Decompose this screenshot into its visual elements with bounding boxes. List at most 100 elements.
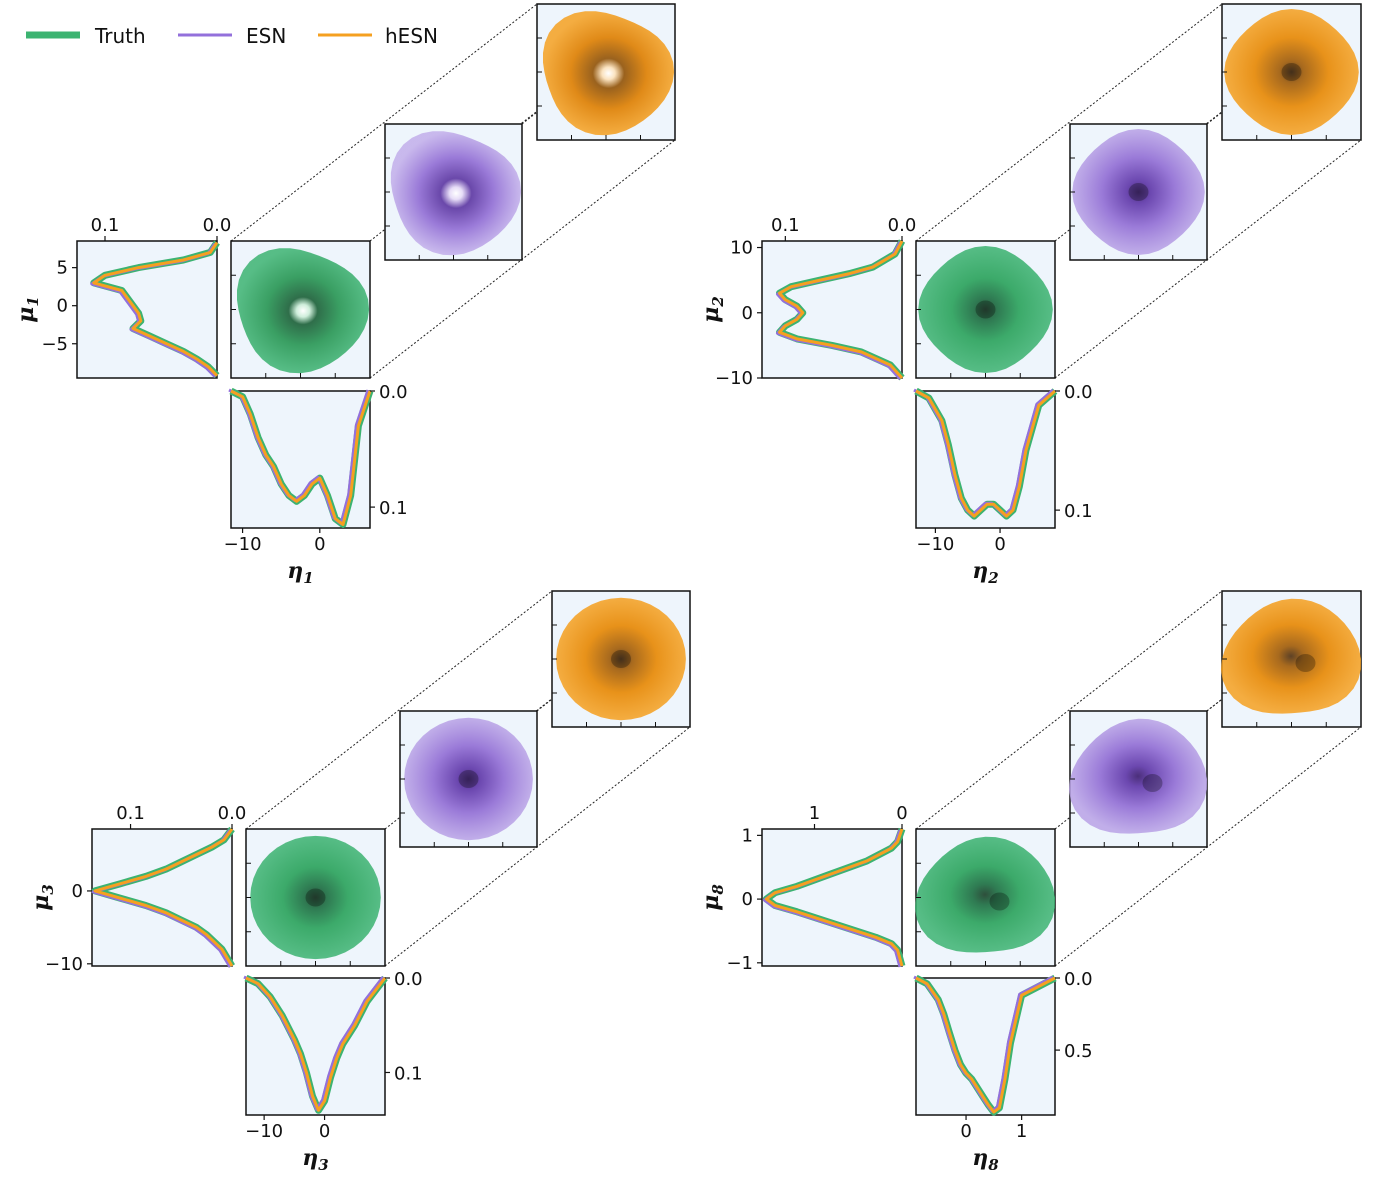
x-tick-label: −10 xyxy=(916,534,954,555)
y-tick-label: −10 xyxy=(45,954,83,975)
x-tick-label: 0 xyxy=(319,1121,330,1142)
left-hesn-line xyxy=(764,828,904,967)
y-tick-label: 0 xyxy=(742,889,753,910)
x-tick-label: −10 xyxy=(224,534,262,555)
y-axis-label-base: μ xyxy=(698,895,724,911)
connector-top-left xyxy=(230,3,538,242)
left-density-tick-label: 0.0 xyxy=(203,215,232,236)
x-axis-label-sub: 8 xyxy=(988,1156,999,1174)
legend-hesn-label: hESN xyxy=(385,24,438,48)
x-axis-label: η3 xyxy=(302,1145,328,1174)
x-axis-label-sub: 3 xyxy=(318,1156,328,1174)
truth-density-3-density-core xyxy=(305,888,326,907)
y-tick-label: 0 xyxy=(72,881,83,902)
x-axis-label: η2 xyxy=(972,558,998,587)
bottom-hesn-line xyxy=(915,976,1056,1114)
panel-2: 100−100.1 0.0μ2−10 00.00.1η2 xyxy=(698,3,1362,587)
left-density-tick-label: 0.1 xyxy=(91,215,120,236)
x-tick-label: 0 xyxy=(960,1121,971,1142)
left-hesn-line xyxy=(93,828,234,967)
y-tick-label: 0 xyxy=(742,303,753,324)
truth-density-2-density-core xyxy=(975,300,996,319)
esn-density-2-density xyxy=(1072,129,1205,255)
x-axis-label-base: η xyxy=(302,1145,318,1171)
x-tick-label: −10 xyxy=(245,1121,283,1142)
x-axis-label: η8 xyxy=(972,1145,999,1174)
y-tick-label: 0 xyxy=(57,296,68,317)
legend-esn-label: ESN xyxy=(246,24,286,48)
x-axis-label: η1 xyxy=(287,558,313,587)
hesn-density-2-density xyxy=(1224,9,1359,135)
y-axis-label: μ3 xyxy=(28,884,57,911)
panel-3: 0−100.1 0.0μ3−10 00.00.1η3 xyxy=(28,590,691,1174)
bottom-hesn-line xyxy=(915,389,1056,518)
x-axis-label-base: η xyxy=(972,1145,988,1171)
legend: Truth ESN hESN xyxy=(26,24,438,48)
y-axis-label-base: μ xyxy=(13,307,39,323)
esn-density-3-density xyxy=(404,717,533,841)
esn-density-2-density-core xyxy=(1128,183,1149,201)
y-axis-label-base: μ xyxy=(28,895,54,911)
y-axis-label-sub: 3 xyxy=(39,884,57,894)
bottom-density-tick-label: 0.0 xyxy=(379,382,408,403)
y-tick-label: 5 xyxy=(57,258,68,279)
panel-1: 50−50.1 0.0μ1−10 00.00.1η1 xyxy=(13,3,676,587)
esn-density-4-density-core xyxy=(1142,774,1163,792)
hesn-density-4-density-core xyxy=(1295,654,1316,672)
y-axis-label-sub: 8 xyxy=(709,884,727,895)
y-axis-label: μ2 xyxy=(698,296,727,323)
bottom-density-tick-label: 0.1 xyxy=(394,1063,423,1084)
bottom-density-tick-label: 0.0 xyxy=(394,969,423,990)
bottom-density-tick-label: 0.5 xyxy=(1064,1041,1093,1062)
y-axis-label-sub: 1 xyxy=(24,296,42,306)
left-density-tick-label: 1 xyxy=(809,803,820,824)
hesn-density-3-density xyxy=(556,597,686,721)
esn-density-3-density-core xyxy=(458,770,479,788)
y-tick-label: −1 xyxy=(726,953,753,974)
left-marginal-frame xyxy=(761,828,903,967)
connector-top-left xyxy=(915,3,1223,242)
esn-density-4-density xyxy=(1069,718,1207,834)
x-tick-label: 0 xyxy=(994,534,1005,555)
legend-truth-label: Truth xyxy=(94,24,146,48)
bottom-density-tick-label: 0.1 xyxy=(1064,501,1093,522)
x-tick-label: 0 xyxy=(314,534,325,555)
left-density-tick-label: 0.0 xyxy=(218,803,247,824)
y-tick-label: 1 xyxy=(742,825,753,846)
hesn-density-1-density xyxy=(543,11,675,136)
bottom-density-tick-label: 0.1 xyxy=(379,498,408,519)
bottom-hesn-line xyxy=(245,976,387,1112)
truth-density-4-density-core xyxy=(989,892,1010,911)
bottom-esn-line xyxy=(913,388,1054,517)
x-axis-label-sub: 1 xyxy=(303,569,313,587)
left-density-tick-label: 0.1 xyxy=(116,803,145,824)
y-axis-label: μ8 xyxy=(698,884,727,911)
hesn-density-2-density-core xyxy=(1281,63,1302,81)
y-axis-label-base: μ xyxy=(698,307,724,323)
y-tick-label: −10 xyxy=(715,368,753,389)
connector-top-left xyxy=(245,590,553,830)
y-axis-label-sub: 2 xyxy=(709,296,727,307)
bottom-hesn-line xyxy=(230,389,372,526)
bottom-density-tick-label: 0.0 xyxy=(1064,969,1093,990)
connector-top-left xyxy=(915,590,1223,830)
left-density-tick-label: 0.0 xyxy=(888,215,917,236)
y-tick-label: 10 xyxy=(730,238,753,259)
truth-density-4-density xyxy=(915,836,1055,953)
x-axis-label-sub: 2 xyxy=(987,569,998,587)
connector-bottom-right xyxy=(1054,139,1362,379)
truth-density-1-density xyxy=(237,248,370,374)
y-tick-label: −5 xyxy=(41,334,68,355)
left-hesn-line xyxy=(92,241,219,377)
bottom-density-tick-label: 0.0 xyxy=(1064,382,1093,403)
esn-density-1-density xyxy=(390,131,522,256)
hesn-density-3-density-core xyxy=(611,650,631,668)
x-axis-label-base: η xyxy=(287,558,303,584)
x-tick-label: 1 xyxy=(1016,1121,1027,1142)
left-density-tick-label: 0 xyxy=(896,803,907,824)
truth-density-3-density xyxy=(250,835,381,960)
bottom-esn-line xyxy=(228,388,370,525)
